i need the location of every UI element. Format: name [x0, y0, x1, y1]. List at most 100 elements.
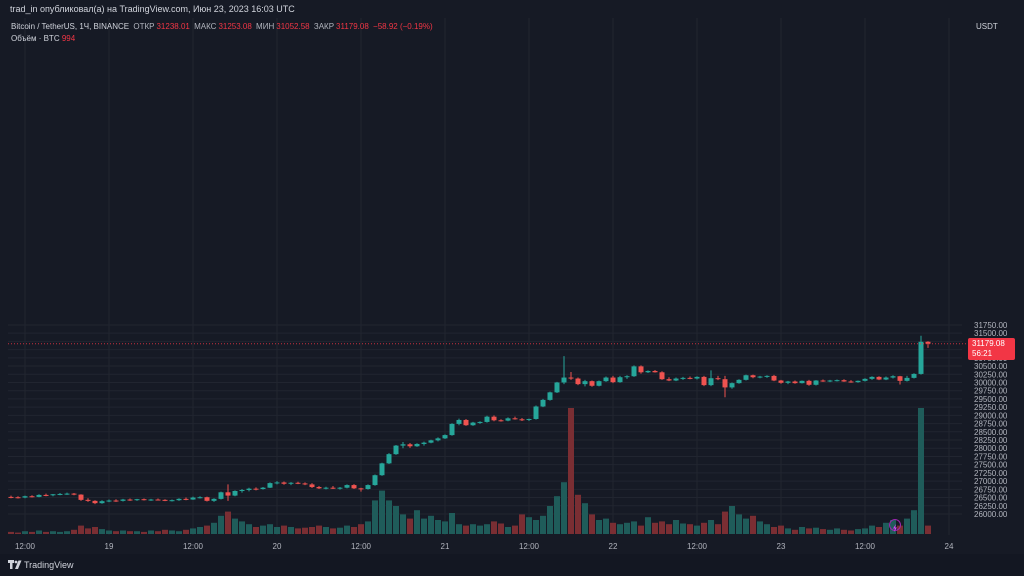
candle-body — [281, 482, 287, 484]
volume-bar — [869, 525, 875, 534]
candle-body — [806, 380, 812, 385]
volume-bar — [344, 525, 350, 534]
volume-bar — [757, 521, 763, 534]
candle-body — [414, 443, 420, 447]
candle-body — [421, 442, 427, 444]
candle-body — [197, 497, 203, 499]
currency-label[interactable]: USDT — [976, 22, 998, 31]
volume-bar — [449, 513, 455, 534]
volume-value: 994 — [61, 34, 76, 43]
candle-body — [708, 378, 714, 386]
volume-bar — [176, 531, 182, 534]
volume-bar — [862, 528, 868, 534]
volume-bar — [498, 523, 504, 534]
volume-bar — [29, 531, 35, 534]
low-label: МИН — [256, 22, 275, 31]
volume-bar — [197, 527, 203, 534]
candle-body — [302, 483, 308, 485]
candle-body — [883, 377, 889, 380]
candle-body — [540, 399, 546, 407]
candle-body — [379, 463, 385, 476]
price-change: −58.92 (−0.19%) — [373, 22, 433, 31]
candle-body — [400, 444, 406, 446]
volume-bar — [393, 506, 399, 534]
price-tick-label: 29250.00 — [974, 403, 1008, 412]
price-tick-label: 28000.00 — [974, 444, 1008, 453]
candle-body — [225, 492, 231, 496]
brand-name: TradingView — [24, 560, 74, 570]
candle-body — [218, 492, 224, 499]
candle-body — [645, 370, 651, 373]
volume-bar — [652, 522, 658, 534]
price-tick-label: 26750.00 — [974, 485, 1008, 494]
candle-body — [855, 380, 861, 383]
candle-body — [155, 499, 161, 501]
candle-body — [582, 381, 588, 385]
candle-body — [918, 341, 924, 374]
volume-bar — [596, 520, 602, 534]
candle-body — [309, 484, 315, 488]
last-price-badge: 31179.08 56:21 — [968, 337, 1015, 360]
volume-bar — [645, 517, 651, 534]
price-tick-label: 28500.00 — [974, 428, 1008, 437]
candle-body — [589, 381, 595, 386]
footer-bar: TradingView — [0, 554, 1024, 576]
volume-bar — [309, 527, 315, 534]
volume-bar — [169, 530, 175, 534]
volume-bar — [701, 522, 707, 534]
time-tick-label: 24 — [945, 542, 954, 551]
publication-bar: trad_in опубликовал(а) на TradingView.co… — [0, 0, 1024, 18]
volume-bar — [638, 525, 644, 534]
candle-body — [554, 382, 560, 393]
volume-bar — [414, 510, 420, 534]
candle-body — [15, 497, 21, 499]
volume-bar — [876, 527, 882, 534]
price-tick-label: 30000.00 — [974, 378, 1008, 387]
symbol-name[interactable]: Bitcoin / TetherUS, 1Ч, BINANCE — [11, 22, 130, 31]
volume-bar — [456, 524, 462, 534]
price-tick-label: 28250.00 — [974, 436, 1008, 445]
lightning-icon[interactable] — [889, 519, 901, 532]
tradingview-logo-icon — [8, 560, 22, 569]
volume-bar — [288, 527, 294, 534]
volume-label[interactable]: Объём · BTC — [11, 34, 60, 43]
candle-body — [792, 381, 798, 384]
volume-bar — [631, 521, 637, 534]
candle-body — [673, 378, 679, 381]
time-tick-label: 19 — [105, 542, 114, 551]
volume-bar — [736, 514, 742, 534]
volume-bar — [428, 515, 434, 534]
candle-body — [71, 493, 77, 495]
volume-bar — [99, 529, 105, 534]
volume-bar — [246, 524, 252, 534]
candle-body — [449, 423, 455, 436]
volume-bar — [120, 530, 126, 534]
volume-bar — [190, 528, 196, 534]
volume-bar — [85, 528, 91, 534]
volume-legend: Объём · BTC 994 — [11, 34, 75, 43]
price-chart[interactable]: 26000.0026250.0026500.0026750.0027000.00… — [0, 0, 1024, 554]
candle-body — [750, 375, 756, 378]
candle-body — [295, 482, 301, 484]
close-value: 31179.08 — [336, 22, 369, 31]
volume-bar — [827, 529, 833, 534]
volume-bar — [512, 525, 518, 534]
candle-body — [274, 482, 280, 484]
volume-bar — [442, 521, 448, 534]
volume-bar — [316, 525, 322, 534]
price-tick-label: 27500.00 — [974, 461, 1008, 470]
time-axis[interactable]: 12:00 19 12:00 20 12:00 21 12:00 22 12:00 23 12:00… — [15, 542, 954, 551]
candle-body — [771, 375, 777, 381]
volume-bar — [659, 521, 665, 534]
volume-bar — [561, 482, 567, 534]
candle-body — [624, 376, 630, 378]
volume-bar — [799, 527, 805, 534]
candle-body — [526, 418, 532, 420]
publication-info: trad_in опубликовал(а) на TradingView.co… — [10, 4, 295, 14]
candle-body — [211, 498, 217, 501]
volume-bar — [134, 531, 140, 534]
volume-bar — [547, 506, 553, 534]
volume-bar — [589, 514, 595, 534]
candle-body — [484, 416, 490, 422]
price-tick-label: 31500.00 — [974, 329, 1008, 338]
